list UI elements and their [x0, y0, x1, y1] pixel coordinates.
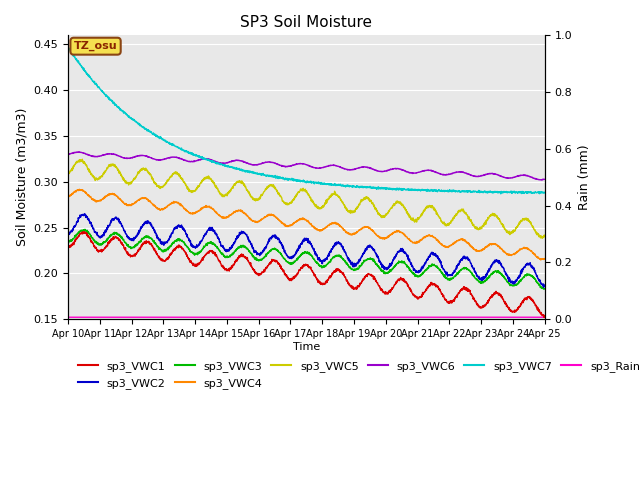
sp3_VWC2	[89, 224, 97, 230]
sp3_VWC6	[74, 149, 82, 155]
sp3_VWC1	[541, 313, 548, 319]
sp3_VWC4	[76, 187, 83, 192]
sp3_VWC1	[81, 229, 88, 235]
Line: sp3_VWC5: sp3_VWC5	[68, 159, 545, 238]
sp3_VWC1	[527, 296, 534, 301]
sp3_VWC7	[440, 188, 447, 194]
sp3_VWC6	[527, 174, 535, 180]
Y-axis label: Rain (mm): Rain (mm)	[578, 144, 591, 210]
sp3_VWC7	[64, 44, 72, 49]
Y-axis label: Soil Moisture (m3/m3): Soil Moisture (m3/m3)	[15, 108, 28, 246]
sp3_VWC4	[284, 223, 291, 228]
sp3_Rain	[64, 314, 72, 320]
sp3_VWC3	[527, 273, 535, 278]
sp3_VWC6	[541, 177, 548, 182]
sp3_VWC3	[89, 235, 97, 241]
sp3_VWC6	[64, 151, 72, 157]
Legend: sp3_VWC1, sp3_VWC2, sp3_VWC3, sp3_VWC4, sp3_VWC5, sp3_VWC6, sp3_VWC7, sp3_Rain: sp3_VWC1, sp3_VWC2, sp3_VWC3, sp3_VWC4, …	[74, 357, 640, 393]
sp3_VWC3	[284, 259, 291, 264]
sp3_VWC2	[284, 252, 291, 258]
sp3_VWC1	[440, 292, 447, 298]
sp3_VWC4	[527, 248, 534, 254]
sp3_VWC7	[527, 189, 535, 195]
Line: sp3_VWC1: sp3_VWC1	[68, 232, 545, 318]
sp3_VWC3	[527, 273, 534, 278]
sp3_VWC5	[539, 235, 547, 241]
sp3_VWC4	[296, 216, 304, 222]
sp3_VWC4	[537, 257, 545, 263]
sp3_VWC2	[540, 285, 548, 290]
sp3_Rain	[440, 314, 447, 320]
sp3_VWC7	[296, 177, 303, 183]
sp3_VWC5	[541, 234, 548, 240]
sp3_VWC4	[541, 256, 548, 262]
sp3_VWC4	[440, 243, 447, 249]
sp3_Rain	[527, 314, 534, 320]
sp3_VWC5	[284, 200, 291, 206]
Line: sp3_VWC2: sp3_VWC2	[68, 214, 545, 288]
sp3_VWC7	[88, 78, 96, 84]
Line: sp3_VWC6: sp3_VWC6	[68, 152, 545, 180]
sp3_VWC1	[284, 275, 291, 280]
sp3_VWC3	[540, 286, 548, 292]
sp3_VWC3	[81, 227, 89, 232]
sp3_VWC6	[440, 172, 447, 178]
sp3_Rain	[284, 314, 291, 320]
sp3_VWC6	[284, 164, 291, 169]
sp3_VWC1	[89, 240, 97, 246]
sp3_VWC5	[440, 221, 447, 227]
sp3_VWC5	[527, 221, 534, 227]
Line: sp3_VWC7: sp3_VWC7	[68, 47, 545, 194]
sp3_VWC5	[64, 172, 72, 178]
Line: sp3_VWC3: sp3_VWC3	[68, 229, 545, 289]
sp3_VWC6	[296, 161, 304, 167]
sp3_VWC7	[541, 190, 548, 196]
sp3_VWC5	[89, 174, 97, 180]
sp3_VWC5	[79, 156, 86, 162]
sp3_VWC6	[538, 177, 545, 183]
sp3_VWC5	[296, 188, 304, 194]
sp3_Rain	[296, 314, 303, 320]
sp3_VWC7	[497, 191, 504, 197]
sp3_VWC6	[527, 174, 534, 180]
sp3_VWC2	[81, 211, 89, 217]
sp3_VWC3	[541, 286, 548, 292]
sp3_VWC3	[64, 237, 72, 243]
sp3_VWC1	[527, 295, 535, 301]
sp3_VWC1	[296, 268, 304, 274]
sp3_VWC2	[64, 229, 72, 235]
Line: sp3_VWC4: sp3_VWC4	[68, 190, 545, 260]
sp3_VWC2	[527, 263, 535, 269]
sp3_VWC4	[89, 196, 97, 202]
sp3_Rain	[88, 314, 96, 320]
sp3_VWC7	[284, 177, 291, 183]
sp3_VWC1	[540, 315, 548, 321]
Title: SP3 Soil Moisture: SP3 Soil Moisture	[241, 15, 372, 30]
sp3_VWC4	[527, 248, 535, 254]
sp3_Rain	[541, 314, 548, 320]
sp3_VWC2	[296, 244, 304, 250]
sp3_VWC5	[527, 220, 535, 226]
Text: TZ_osu: TZ_osu	[74, 41, 117, 51]
sp3_VWC2	[541, 282, 548, 288]
sp3_VWC3	[440, 272, 447, 277]
sp3_VWC4	[64, 193, 72, 199]
sp3_VWC2	[440, 266, 447, 272]
sp3_VWC3	[296, 253, 304, 259]
sp3_Rain	[527, 314, 534, 320]
sp3_VWC2	[527, 262, 534, 268]
sp3_VWC6	[89, 153, 97, 159]
sp3_VWC7	[527, 190, 534, 195]
sp3_VWC1	[64, 244, 72, 250]
X-axis label: Time: Time	[292, 342, 320, 351]
